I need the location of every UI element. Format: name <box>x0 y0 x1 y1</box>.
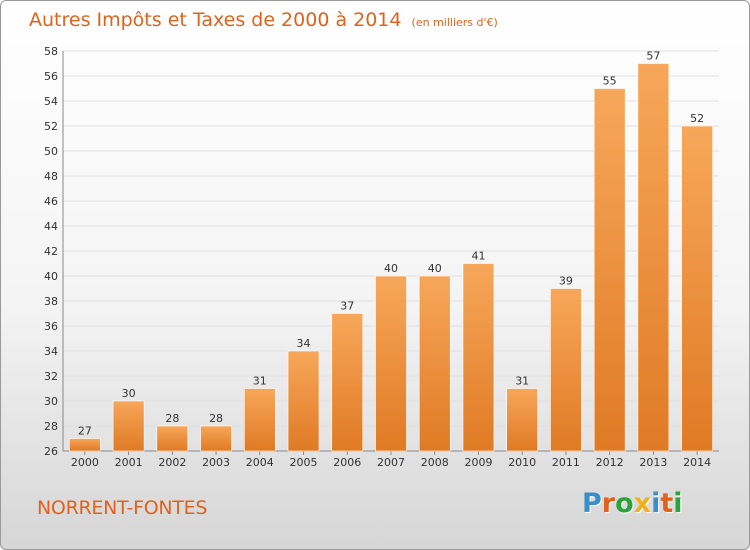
x-tick-label-2000: 2000 <box>71 456 99 469</box>
y-tick-label: 42 <box>44 245 58 258</box>
bar-2002 <box>156 425 189 452</box>
y-tick-label: 30 <box>44 395 58 408</box>
logo-letter: r <box>601 488 616 519</box>
data-label-2000: 27 <box>78 425 92 438</box>
x-tick-label-2012: 2012 <box>596 456 624 469</box>
y-tick-label: 50 <box>44 145 58 158</box>
chart-title-text: Autres Impôts et Taxes de 2000 à 2014 <box>29 9 402 31</box>
x-tick-label-2005: 2005 <box>290 456 318 469</box>
y-tick-label: 32 <box>44 370 58 383</box>
chart-title: Autres Impôts et Taxes de 2000 à 2014 (e… <box>29 9 498 31</box>
bar-2006 <box>331 313 364 452</box>
proxiti-logo[interactable]: Proxiti <box>582 488 683 519</box>
data-label-2012: 55 <box>603 75 617 88</box>
y-tick-label: 28 <box>44 420 58 433</box>
y-tick-label: 44 <box>44 220 58 233</box>
x-tick-label-2006: 2006 <box>333 456 361 469</box>
x-tick-label-2004: 2004 <box>246 456 274 469</box>
bar-2005 <box>287 350 320 452</box>
y-tick-label: 46 <box>44 195 58 208</box>
x-tick-label-2008: 2008 <box>421 456 449 469</box>
data-label-2003: 28 <box>209 412 223 425</box>
data-label-2002: 28 <box>165 412 179 425</box>
data-label-2008: 40 <box>428 262 442 275</box>
bar-2000 <box>69 438 101 452</box>
y-tick-labels: 26 28 30 32 34 36 38 40 42 44 46 48 50 52 54 56 58 <box>44 45 58 458</box>
bar-2010 <box>506 388 539 452</box>
bar-2014 <box>681 125 713 452</box>
y-tick-label: 40 <box>44 270 58 283</box>
data-label-2007: 40 <box>384 262 398 275</box>
y-tick-label: 38 <box>44 295 58 308</box>
bar-2012 <box>593 88 626 452</box>
y-tick-label: 54 <box>44 95 58 108</box>
data-label-2011: 39 <box>559 275 573 288</box>
logo-letter: i <box>673 488 683 519</box>
y-tick-label: 48 <box>44 170 58 183</box>
data-labels: 27 30 28 28 31 34 37 40 40 41 31 39 55 57 52 <box>78 50 704 438</box>
x-tick-label-2013: 2013 <box>639 456 667 469</box>
logo-letter: t <box>660 488 674 519</box>
y-tick-label: 26 <box>44 445 58 458</box>
data-label-2013: 57 <box>646 50 660 63</box>
bars <box>69 63 713 452</box>
chart-subtitle: (en milliers d'€) <box>411 16 498 29</box>
bar-2003 <box>200 425 232 452</box>
x-tick-label-2007: 2007 <box>377 456 405 469</box>
data-label-2005: 34 <box>297 337 311 350</box>
bar-2013 <box>637 63 670 452</box>
data-label-2009: 41 <box>471 250 485 263</box>
y-tick-label: 52 <box>44 120 58 133</box>
data-label-2004: 31 <box>253 375 267 388</box>
x-tick-label-2009: 2009 <box>464 456 492 469</box>
y-tick-label: 56 <box>44 70 58 83</box>
data-label-2001: 30 <box>122 387 136 400</box>
x-tick-labels: 2000 2001 2002 2003 2004 2005 2006 2007 2008 2009… <box>71 456 711 469</box>
logo-letter: P <box>582 488 602 519</box>
x-tick-label-2001: 2001 <box>115 456 143 469</box>
x-tick-label-2010: 2010 <box>508 456 536 469</box>
logo-letter: o <box>615 488 634 519</box>
bar-2004 <box>244 388 276 452</box>
y-tick-label: 58 <box>44 45 58 58</box>
x-tick-label-2002: 2002 <box>158 456 186 469</box>
bar-2001 <box>112 400 145 452</box>
bar-2009 <box>462 263 495 452</box>
y-tick-label: 34 <box>44 345 58 358</box>
data-label-2010: 31 <box>515 375 529 388</box>
commune-name: NORRENT-FONTES <box>37 497 208 519</box>
logo-letter: i <box>651 488 661 519</box>
bar-2007 <box>375 275 407 452</box>
logo-letter: x <box>633 488 652 519</box>
data-label-2006: 37 <box>340 300 354 313</box>
data-label-2014: 52 <box>690 112 704 125</box>
y-tick-label: 36 <box>44 320 58 333</box>
x-tick-label-2003: 2003 <box>202 456 230 469</box>
bar-2011 <box>550 288 582 452</box>
x-tick-label-2014: 2014 <box>683 456 711 469</box>
bar-2008 <box>418 275 451 452</box>
x-tick-label-2011: 2011 <box>552 456 580 469</box>
